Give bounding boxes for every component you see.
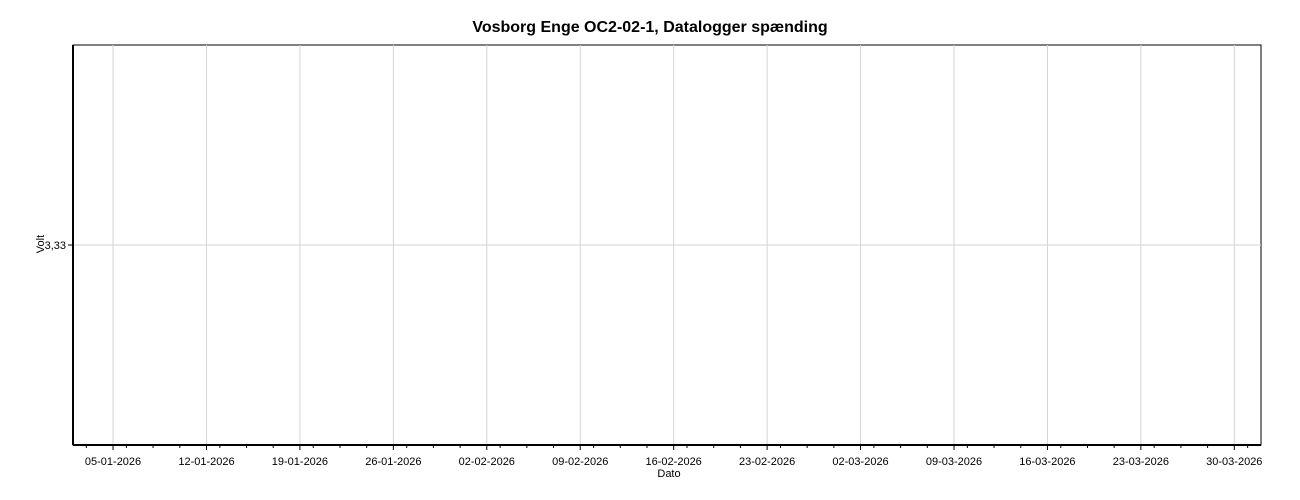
x-tick-label: 19-01-2026 bbox=[272, 456, 328, 468]
x-tick-label: 05-01-2026 bbox=[85, 456, 141, 468]
x-tick-label: 16-02-2026 bbox=[646, 456, 702, 468]
y-tick-labels: 3,33 bbox=[45, 240, 73, 252]
x-tick-label: 23-02-2026 bbox=[739, 456, 795, 468]
x-axis-title: Dato bbox=[657, 468, 680, 480]
x-tick-label: 12-01-2026 bbox=[178, 456, 234, 468]
x-minor-ticks bbox=[85, 445, 1249, 448]
chart-title: Vosborg Enge OC2-02-1, Datalogger spændi… bbox=[472, 19, 828, 36]
y-tick-label: 3,33 bbox=[45, 240, 66, 252]
x-tick-label: 02-03-2026 bbox=[832, 456, 888, 468]
y-axis-title: Volt bbox=[35, 235, 47, 253]
x-tick-label: 30-03-2026 bbox=[1206, 456, 1262, 468]
x-tick-label: 23-03-2026 bbox=[1113, 456, 1169, 468]
x-tick-label: 02-02-2026 bbox=[459, 456, 515, 468]
x-tick-label: 09-03-2026 bbox=[926, 456, 982, 468]
x-tick-label: 16-03-2026 bbox=[1019, 456, 1075, 468]
x-tick-label: 09-02-2026 bbox=[552, 456, 608, 468]
x-tick-label: 26-01-2026 bbox=[365, 456, 421, 468]
x-tick-labels: 05-01-2026 12-01-2026 19-01-2026 26-01-2026… bbox=[85, 445, 1262, 468]
